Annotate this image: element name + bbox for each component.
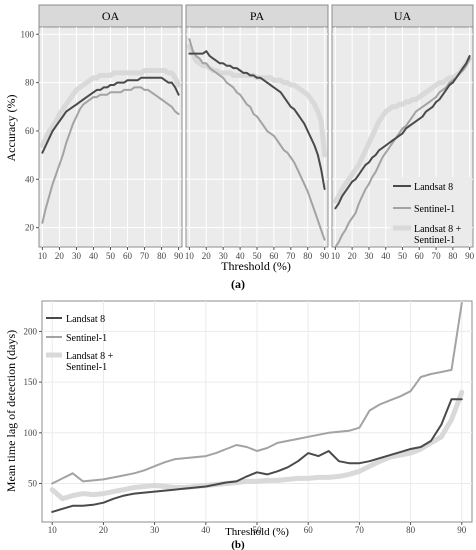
x-tick-label: 60 bbox=[269, 251, 279, 261]
panel-b-xlabel: Threshold (%) bbox=[225, 526, 289, 538]
y-tick-label: 60 bbox=[25, 126, 35, 136]
x-tick-label: 10 bbox=[48, 525, 58, 535]
facet-oa-title: OA bbox=[102, 9, 120, 23]
y-tick-label: 200 bbox=[24, 326, 38, 336]
facet-oa: OA 10 20 30 40 50 60 70 80 90 20 40 60 80 100 bbox=[21, 4, 184, 261]
x-tick-label: 80 bbox=[157, 251, 167, 261]
series-line-landsat bbox=[51, 398, 463, 513]
series-line-combined bbox=[39, 68, 182, 148]
series-line-combined bbox=[49, 389, 465, 502]
y-tick-label: 150 bbox=[24, 377, 38, 387]
x-tick-label: 50 bbox=[106, 251, 116, 261]
legend-background bbox=[390, 177, 472, 243]
panel-a: Accuracy (%) OA 10 20 30 40 50 60 70 80 90 20 40 6… bbox=[4, 4, 475, 291]
facet-ua-lines bbox=[332, 55, 473, 248]
y-tick-label: 40 bbox=[25, 174, 35, 184]
x-tick-label: 60 bbox=[304, 525, 314, 535]
x-tick-label: 50 bbox=[398, 251, 408, 261]
x-tick-label: 80 bbox=[303, 251, 313, 261]
x-tick-label: 30 bbox=[364, 251, 374, 261]
x-tick-label: 10 bbox=[331, 251, 341, 261]
facet-pa-xticks: 10 20 30 40 50 60 70 80 90 bbox=[185, 247, 330, 261]
facet-pa: PA 10 20 30 40 50 60 70 80 90 bbox=[185, 4, 330, 261]
x-tick-label: 10 bbox=[38, 251, 48, 261]
panel-b-lines bbox=[49, 302, 465, 513]
series-line-sentinel bbox=[334, 57, 471, 248]
panel-b-caption: (b) bbox=[231, 539, 245, 550]
series-line-landsat bbox=[188, 50, 326, 190]
series-line-sentinel bbox=[51, 302, 463, 485]
panel-b-grid bbox=[42, 301, 472, 522]
facet-oa-grid bbox=[39, 27, 182, 247]
x-tick-label: 40 bbox=[201, 525, 211, 535]
x-tick-label: 10 bbox=[185, 251, 195, 261]
x-tick-label: 90 bbox=[174, 251, 184, 261]
x-tick-label: 60 bbox=[123, 251, 133, 261]
facet-pa-lines bbox=[186, 38, 328, 241]
facet-ua-xticks: 10 20 30 40 50 60 70 80 90 bbox=[331, 247, 475, 261]
facet-oa-xticks: 10 20 30 40 50 60 70 80 90 bbox=[38, 247, 184, 261]
y-tick-label: 50 bbox=[28, 478, 38, 488]
series-line-combined bbox=[332, 55, 473, 204]
y-tick-label: 20 bbox=[25, 223, 35, 233]
panel-a-caption: (a) bbox=[231, 277, 245, 291]
facet-ua-title: UA bbox=[394, 9, 412, 23]
x-tick-label: 30 bbox=[150, 525, 160, 535]
legend-label: Sentinel-1 bbox=[414, 204, 455, 215]
x-tick-label: 90 bbox=[320, 251, 330, 261]
legend-label: Landsat 8 bbox=[66, 314, 105, 325]
x-tick-label: 20 bbox=[348, 251, 358, 261]
legend-label-line2: Sentinel-1 bbox=[66, 362, 107, 373]
panel-b-ylabel: Mean time lag of detection (days) bbox=[4, 330, 18, 492]
x-tick-label: 70 bbox=[140, 251, 150, 261]
series-line-sentinel bbox=[41, 86, 180, 224]
y-tick-label: 100 bbox=[21, 29, 35, 39]
legend-label: Landsat 8 bbox=[414, 182, 453, 193]
series-line-landsat bbox=[41, 76, 180, 154]
x-tick-label: 20 bbox=[202, 251, 212, 261]
facet-ua: UA 10 20 30 40 50 60 70 80 90 Landsat 8 Sentinel-… bbox=[331, 4, 475, 261]
y-tick-label: 80 bbox=[25, 78, 35, 88]
x-tick-label: 30 bbox=[219, 251, 229, 261]
panel-b-xticks: 10 20 30 40 50 60 70 80 90 bbox=[48, 522, 467, 535]
x-tick-label: 40 bbox=[89, 251, 99, 261]
x-tick-label: 50 bbox=[253, 251, 263, 261]
panel-a-xlabel: Threshold (%) bbox=[221, 259, 291, 273]
panel-a-ylabel: Accuracy (%) bbox=[4, 95, 18, 162]
x-tick-label: 70 bbox=[432, 251, 442, 261]
x-tick-label: 50 bbox=[253, 525, 263, 535]
x-tick-label: 90 bbox=[465, 251, 475, 261]
x-tick-label: 80 bbox=[448, 251, 458, 261]
series-line-landsat bbox=[334, 55, 471, 210]
x-tick-label: 40 bbox=[236, 251, 246, 261]
x-tick-label: 20 bbox=[99, 525, 109, 535]
x-tick-label: 70 bbox=[355, 525, 365, 535]
x-tick-label: 70 bbox=[286, 251, 296, 261]
x-tick-label: 40 bbox=[381, 251, 391, 261]
facet-oa-lines bbox=[39, 68, 182, 224]
y-tick-label: 100 bbox=[24, 428, 38, 438]
x-tick-label: 20 bbox=[55, 251, 65, 261]
legend-label: Landsat 8 + bbox=[66, 351, 114, 362]
panel-b-yticks: 50 100 150 200 bbox=[24, 326, 42, 488]
panel-b: Mean time lag of detection (days) 10 20 30… bbox=[4, 300, 473, 550]
legend-label-line2: Sentinel-1 bbox=[414, 235, 455, 246]
x-tick-label: 90 bbox=[457, 525, 467, 535]
legend-label: Sentinel-1 bbox=[66, 333, 107, 344]
facet-pa-title: PA bbox=[250, 9, 265, 23]
x-tick-label: 60 bbox=[415, 251, 425, 261]
series-line-sentinel bbox=[188, 38, 326, 241]
facet-oa-yticks: 20 40 60 80 100 bbox=[21, 29, 39, 233]
legend-label: Landsat 8 + bbox=[414, 224, 462, 235]
x-tick-label: 80 bbox=[406, 525, 416, 535]
x-tick-label: 30 bbox=[72, 251, 82, 261]
